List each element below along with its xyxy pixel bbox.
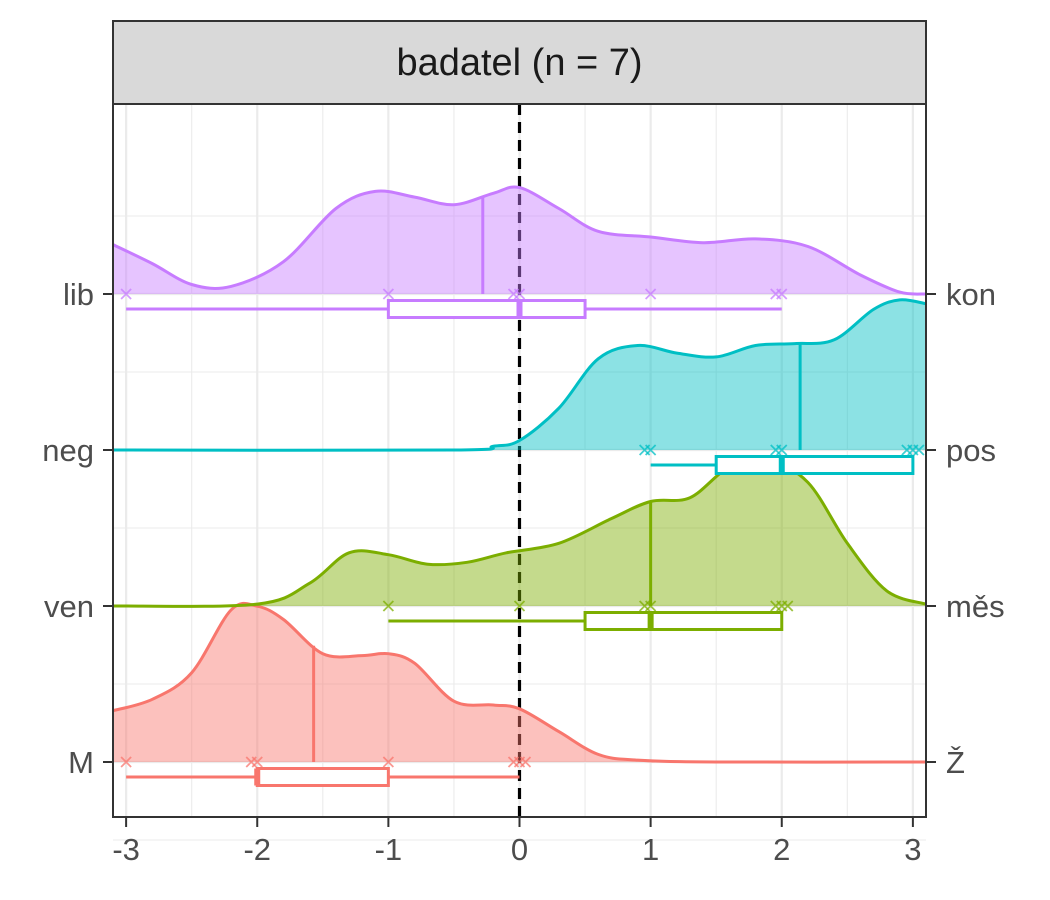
data-point <box>638 444 651 456</box>
x-tick-label: -3 <box>112 832 140 867</box>
x-tick-label: 3 <box>904 832 921 867</box>
x-tick-label: -2 <box>243 832 271 867</box>
box-rect <box>583 611 784 631</box>
density-line <box>112 185 927 296</box>
box-rect <box>255 767 390 787</box>
density-area <box>113 299 926 451</box>
data-point <box>507 756 520 768</box>
box-rect <box>386 299 587 319</box>
data-point <box>120 288 132 300</box>
y-label-right: kon <box>946 277 996 312</box>
y-label-right: pos <box>946 433 996 468</box>
x-tick-label: 2 <box>773 832 790 867</box>
chart-title: badatel (n = 7) <box>396 42 642 84</box>
data-point <box>513 600 526 612</box>
data-point <box>120 756 132 768</box>
data-point <box>913 444 925 456</box>
density-line <box>112 298 927 452</box>
data-point <box>770 444 782 456</box>
series-ven <box>112 459 927 631</box>
data-point <box>382 288 395 300</box>
data-point <box>770 288 782 300</box>
series-neg <box>112 298 927 475</box>
density-line <box>112 459 927 608</box>
x-tick-label: 1 <box>642 832 659 867</box>
y-label-right: Ž <box>946 745 965 780</box>
series-lib <box>112 185 927 319</box>
y-label-left: lib <box>63 277 94 312</box>
data-point <box>245 756 257 768</box>
data-point <box>638 600 651 612</box>
density-line <box>112 601 927 764</box>
series-M <box>112 601 927 787</box>
x-tick-label: -1 <box>375 832 403 867</box>
series-layer <box>112 185 927 787</box>
y-label-right: měs <box>946 589 1005 624</box>
y-label-left: ven <box>44 589 94 624</box>
data-point <box>901 444 913 456</box>
y-label-left: neg <box>42 433 94 468</box>
data-point <box>382 756 395 768</box>
data-point <box>644 288 657 300</box>
data-point <box>782 600 794 612</box>
density-area <box>113 186 926 295</box>
data-point <box>519 756 532 768</box>
density-area <box>113 603 926 763</box>
data-point <box>382 600 395 612</box>
y-label-left: M <box>68 745 94 780</box>
strip-background <box>112 20 927 105</box>
data-point <box>770 600 782 612</box>
box-rect <box>714 455 915 475</box>
data-point <box>507 288 520 300</box>
x-tick-label: 0 <box>511 832 528 867</box>
density-area <box>113 460 926 607</box>
